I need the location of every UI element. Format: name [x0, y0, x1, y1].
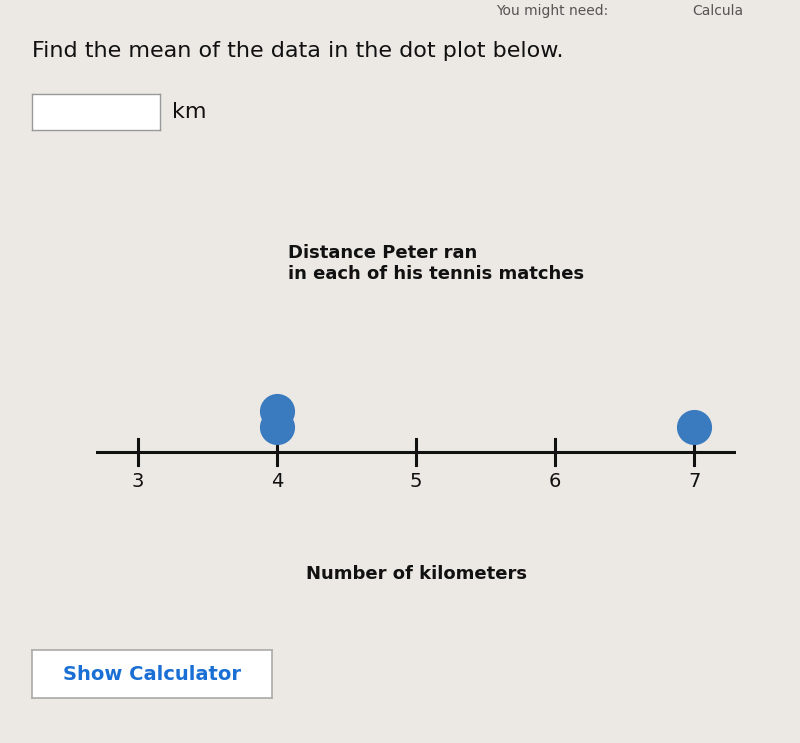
Point: [270, 421, 283, 433]
Text: Distance Peter ran
in each of his tennis matches: Distance Peter ran in each of his tennis…: [288, 244, 584, 282]
Text: 4: 4: [270, 473, 283, 491]
Text: Number of kilometers: Number of kilometers: [306, 565, 526, 583]
Point: [688, 421, 701, 433]
Text: You might need:: You might need:: [496, 4, 608, 18]
Text: Find the mean of the data in the dot plot below.: Find the mean of the data in the dot plo…: [32, 41, 563, 61]
Text: 5: 5: [410, 473, 422, 491]
Text: km: km: [172, 103, 206, 122]
Point: [270, 405, 283, 417]
Text: Show Calculator: Show Calculator: [63, 665, 241, 684]
Text: 6: 6: [549, 473, 562, 491]
Text: Calcula: Calcula: [692, 4, 743, 18]
Text: 7: 7: [688, 473, 701, 491]
Text: 3: 3: [131, 473, 144, 491]
